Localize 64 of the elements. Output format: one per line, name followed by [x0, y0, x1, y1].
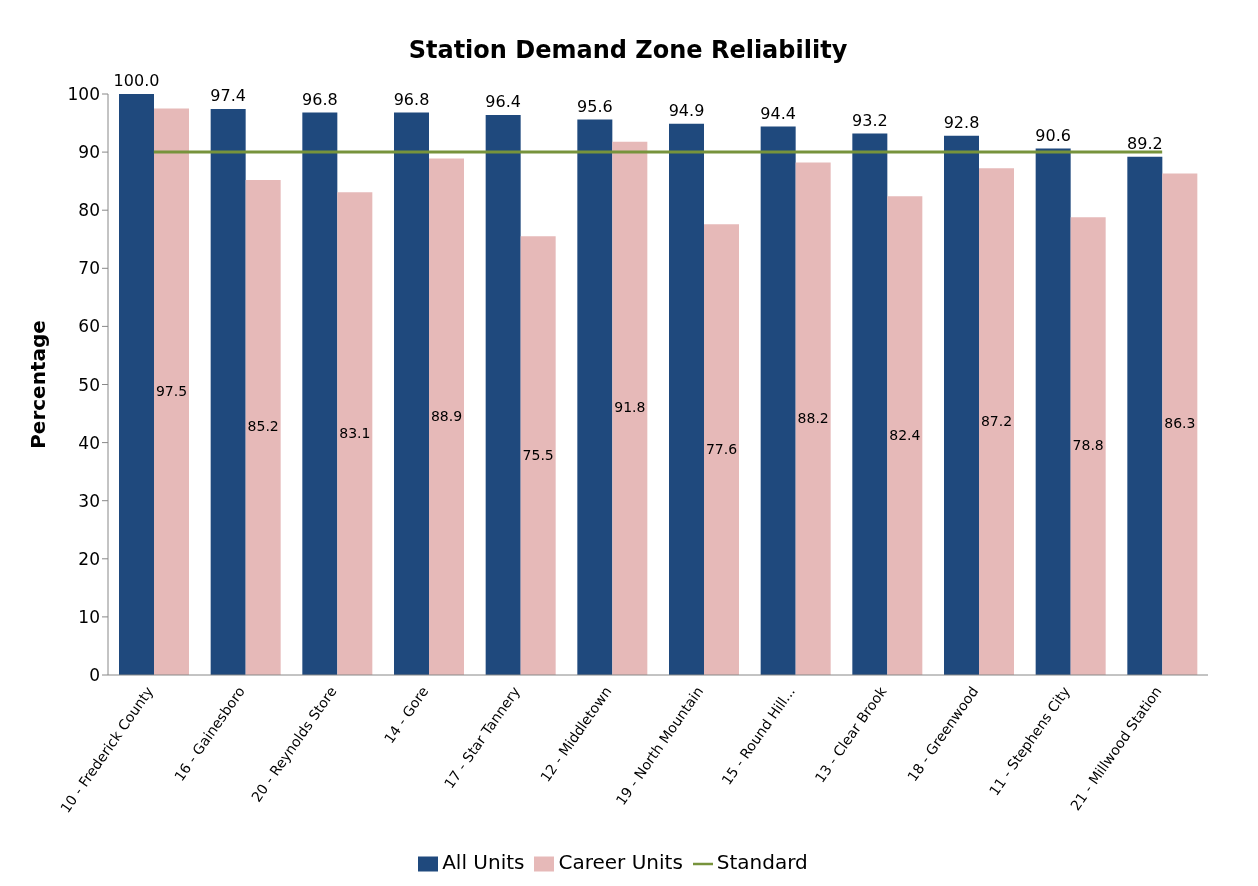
y-tick-label: 90	[78, 142, 100, 163]
legend-label: Career Units	[558, 850, 683, 874]
bar	[154, 108, 189, 675]
bar	[852, 133, 888, 675]
bar	[520, 236, 556, 675]
data-label: 94.9	[668, 100, 705, 120]
data-label: 96.4	[485, 91, 521, 111]
bar	[394, 112, 429, 675]
data-label: 82.4	[889, 426, 921, 443]
data-label: 77.6	[705, 440, 738, 457]
bar	[1035, 148, 1071, 675]
bar	[210, 109, 246, 675]
data-label: 91.8	[614, 399, 646, 416]
y-tick-label: 0	[89, 665, 100, 686]
data-label: 94.4	[760, 103, 796, 123]
y-tick-label: 100	[67, 84, 100, 105]
data-label: 92.8	[943, 112, 980, 132]
y-tick-label: 80	[78, 200, 100, 221]
y-tick-label: 50	[78, 374, 100, 395]
y-tick-label: 60	[78, 316, 100, 337]
data-label: 87.2	[980, 412, 1013, 429]
bar	[302, 112, 338, 675]
bar	[337, 192, 373, 675]
y-tick-label: 30	[78, 490, 100, 511]
data-label: 96.8	[393, 89, 430, 109]
data-label: 86.3	[1164, 415, 1196, 432]
data-label: 100.0	[113, 71, 160, 90]
legend-label: All Units	[442, 850, 525, 874]
bar	[1127, 156, 1163, 675]
y-tick-label: 70	[78, 258, 100, 279]
data-label: 78.8	[1072, 437, 1104, 454]
data-label: 90.6	[1035, 125, 1071, 145]
data-label: 97.5	[155, 382, 188, 399]
data-label: 85.2	[247, 418, 279, 435]
data-label: 95.6	[577, 96, 613, 116]
y-tick-label: 10	[78, 606, 100, 627]
bar	[1070, 217, 1106, 675]
bar	[1162, 173, 1198, 675]
bar	[577, 119, 613, 675]
bar	[485, 114, 521, 675]
data-label: 96.8	[302, 89, 338, 109]
data-label: 93.2	[852, 110, 888, 130]
bar	[979, 168, 1014, 675]
data-label: 97.4	[210, 86, 246, 106]
bar	[887, 196, 923, 675]
data-label: 83.1	[339, 424, 371, 441]
data-label: 88.2	[797, 409, 829, 426]
data-label: 88.9	[430, 407, 463, 424]
bar	[429, 158, 464, 675]
data-label: 75.5	[522, 446, 554, 463]
data-label: 89.2	[1127, 133, 1163, 153]
bar	[245, 179, 281, 675]
y-tick-label: 40	[78, 432, 100, 453]
bar	[944, 135, 979, 675]
bar	[704, 224, 739, 675]
legend-label: Standard	[716, 850, 808, 874]
bar	[119, 94, 154, 675]
chart-title: Station Demand Zone Reliability	[407, 35, 849, 64]
bar	[612, 141, 648, 675]
bar	[760, 126, 796, 675]
bar	[669, 123, 704, 675]
y-axis-title: Percentage	[26, 320, 51, 449]
bar	[795, 162, 831, 675]
y-tick-label: 20	[78, 548, 100, 569]
